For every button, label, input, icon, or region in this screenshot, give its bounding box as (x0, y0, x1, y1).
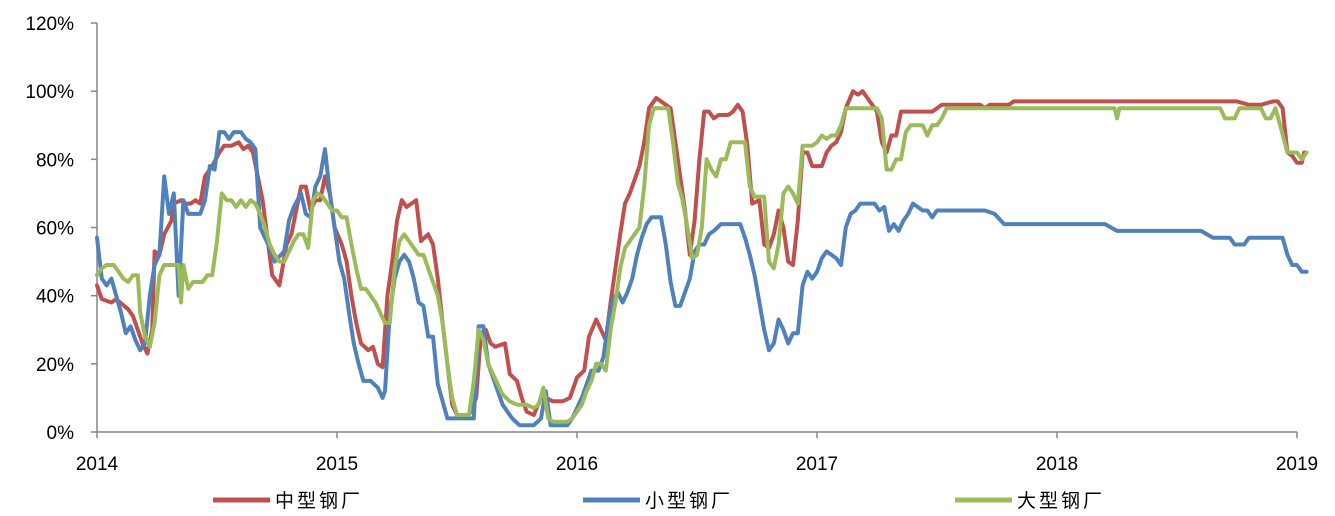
legend: 中型钢厂 小型钢厂 大型钢厂 (213, 490, 1105, 512)
series-lines (95, 89, 1309, 428)
y-tick-label: 120% (25, 14, 74, 35)
x-tick-label: 2017 (796, 454, 838, 475)
series-line-0 (95, 89, 1307, 417)
axes (96, 23, 1297, 433)
y-tick-label: 40% (36, 287, 74, 308)
x-tick-label: 2016 (556, 454, 598, 475)
x-tick-label: 2018 (1036, 454, 1078, 475)
y-tick-label: 80% (36, 150, 74, 171)
y-tick-label: 20% (36, 355, 74, 376)
y-tick-label: 100% (25, 82, 74, 103)
y-tick-label: 0% (47, 423, 75, 444)
x-ticks: 2014 2015 2016 2017 2018 2019 (76, 432, 1318, 475)
x-tick-label: 2019 (1276, 454, 1318, 475)
series-line-1 (95, 130, 1309, 428)
y-ticks: 0% 20% 40% 60% 80% 100% 120% (25, 14, 97, 444)
legend-label: 中型钢厂 (275, 490, 363, 512)
y-tick-label: 60% (36, 219, 74, 240)
x-tick-label: 2014 (76, 454, 119, 475)
series-line-2 (95, 106, 1309, 424)
legend-label: 大型钢厂 (1017, 490, 1105, 512)
legend-label: 小型钢厂 (645, 490, 733, 512)
x-tick-label: 2015 (316, 454, 358, 475)
